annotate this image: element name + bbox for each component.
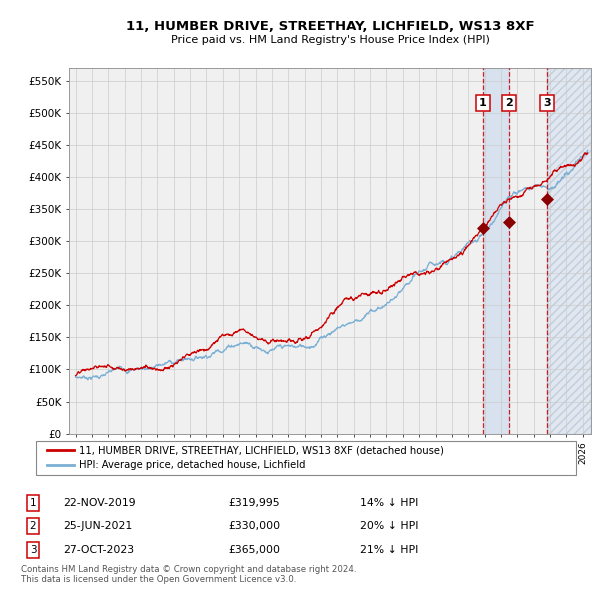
Text: 27-OCT-2023: 27-OCT-2023	[63, 545, 134, 555]
Text: This data is licensed under the Open Government Licence v3.0.: This data is licensed under the Open Gov…	[21, 575, 296, 584]
Bar	[547, 68, 591, 434]
Text: 1: 1	[479, 98, 487, 108]
Text: 3: 3	[29, 545, 37, 555]
Text: Price paid vs. HM Land Registry's House Price Index (HPI): Price paid vs. HM Land Registry's House …	[170, 35, 490, 44]
Text: 11, HUMBER DRIVE, STREETHAY, LICHFIELD, WS13 8XF (detached house): 11, HUMBER DRIVE, STREETHAY, LICHFIELD, …	[79, 445, 444, 455]
Text: 3: 3	[544, 98, 551, 108]
Text: £330,000: £330,000	[228, 522, 280, 531]
Text: £319,995: £319,995	[228, 498, 280, 507]
Text: 25-JUN-2021: 25-JUN-2021	[63, 522, 132, 531]
Text: 20% ↓ HPI: 20% ↓ HPI	[360, 522, 419, 531]
Bar	[547, 68, 591, 434]
Text: 2: 2	[505, 98, 513, 108]
Text: 14% ↓ HPI: 14% ↓ HPI	[360, 498, 418, 507]
Text: 21% ↓ HPI: 21% ↓ HPI	[360, 545, 418, 555]
Bar	[483, 68, 509, 434]
FancyBboxPatch shape	[36, 441, 576, 475]
Text: HPI: Average price, detached house, Lichfield: HPI: Average price, detached house, Lich…	[79, 460, 306, 470]
Text: 11, HUMBER DRIVE, STREETHAY, LICHFIELD, WS13 8XF: 11, HUMBER DRIVE, STREETHAY, LICHFIELD, …	[125, 20, 535, 33]
Text: 1: 1	[29, 498, 37, 507]
Text: Contains HM Land Registry data © Crown copyright and database right 2024.: Contains HM Land Registry data © Crown c…	[21, 565, 356, 574]
Text: 2: 2	[29, 522, 37, 531]
Text: £365,000: £365,000	[228, 545, 280, 555]
Text: 22-NOV-2019: 22-NOV-2019	[63, 498, 136, 507]
